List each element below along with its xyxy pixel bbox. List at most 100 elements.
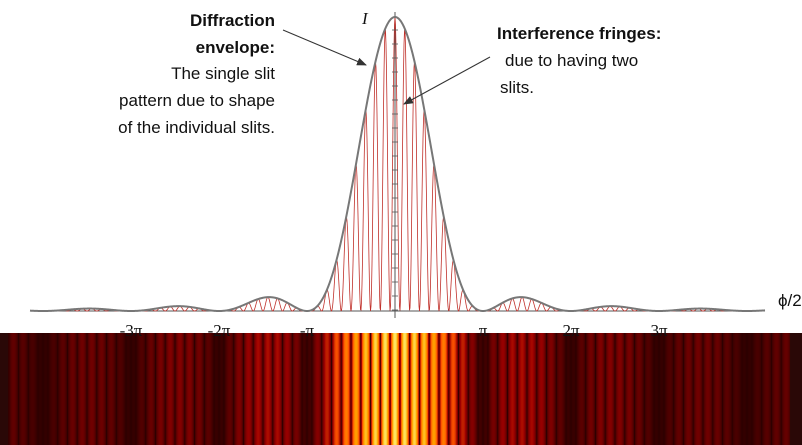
photo-column — [787, 333, 789, 445]
photo-column — [296, 333, 298, 445]
photo-column — [135, 333, 137, 445]
photo-column — [679, 333, 681, 445]
photo-column — [553, 333, 555, 445]
photo-column — [459, 333, 461, 445]
photo-column — [114, 333, 116, 445]
photo-column — [186, 333, 188, 445]
photo-column — [17, 333, 19, 445]
photo-column — [326, 333, 328, 445]
photo-column — [487, 333, 489, 445]
photo-column — [394, 333, 396, 445]
photo-column — [594, 333, 596, 445]
photo-column — [784, 333, 786, 445]
photo-column — [343, 333, 345, 445]
photo-column — [240, 333, 242, 445]
photo-column — [344, 333, 346, 445]
photo-column — [387, 333, 389, 445]
photo-column — [686, 333, 688, 445]
photo-column — [270, 333, 272, 445]
photo-column — [475, 333, 477, 445]
photo-column — [401, 333, 403, 445]
photo-column — [342, 333, 344, 445]
photo-column — [373, 333, 375, 445]
photo-column — [564, 333, 566, 445]
photo-column — [682, 333, 684, 445]
photo-column — [266, 333, 268, 445]
fringes-title: Interference fringes: — [497, 24, 661, 43]
photo-column — [768, 333, 770, 445]
photo-column — [552, 333, 554, 445]
photo-column — [162, 333, 164, 445]
photo-column — [249, 333, 251, 445]
photo-column — [478, 333, 480, 445]
photo-column — [126, 333, 128, 445]
photo-column — [776, 333, 778, 445]
fringes-text: slits. — [500, 78, 534, 97]
photo-column — [724, 333, 726, 445]
photo-column — [674, 333, 676, 445]
photo-column — [753, 333, 755, 445]
photo-column — [652, 333, 654, 445]
photo-column — [375, 333, 377, 445]
photo-column — [219, 333, 221, 445]
photo-column — [704, 333, 706, 445]
photo-column — [587, 333, 589, 445]
photo-column — [703, 333, 705, 445]
photo-column — [355, 333, 357, 445]
photo-column — [253, 333, 255, 445]
photo-column — [29, 333, 31, 445]
photo-column — [171, 333, 173, 445]
x-tick-label: -2π — [208, 321, 231, 340]
photo-column — [194, 333, 196, 445]
photo-column — [97, 333, 99, 445]
photo-column — [12, 333, 14, 445]
photo-column — [603, 333, 605, 445]
photo-column — [285, 333, 287, 445]
photo-column — [653, 333, 655, 445]
photo-column — [48, 333, 50, 445]
photo-column — [35, 333, 37, 445]
x-axis-label: ϕ/2 — [778, 291, 802, 310]
photo-column — [658, 333, 660, 445]
photo-column — [83, 333, 85, 445]
photo-column — [30, 333, 32, 445]
photo-column — [292, 333, 294, 445]
photo-column — [328, 333, 330, 445]
photo-column — [13, 333, 15, 445]
photo-column — [536, 333, 538, 445]
photo-column — [608, 333, 610, 445]
photo-column — [490, 333, 492, 445]
photo-column — [160, 333, 162, 445]
photo-column — [52, 333, 54, 445]
photo-column — [693, 333, 695, 445]
photo-column — [712, 333, 714, 445]
photo-column — [316, 333, 318, 445]
photo-column — [108, 333, 110, 445]
photo-column — [409, 333, 411, 445]
photo-column — [187, 333, 189, 445]
fringe-photo — [0, 333, 802, 445]
photo-column — [327, 333, 329, 445]
photo-column — [23, 333, 25, 445]
photo-column — [734, 333, 736, 445]
photo-column — [92, 333, 94, 445]
photo-column — [498, 333, 500, 445]
photo-column — [639, 333, 641, 445]
photo-column — [49, 333, 51, 445]
photo-column — [727, 333, 729, 445]
photo-column — [465, 333, 467, 445]
photo-column — [698, 333, 700, 445]
photo-column — [513, 333, 515, 445]
photo-column — [21, 333, 23, 445]
photo-column — [480, 333, 482, 445]
photo-column — [260, 333, 262, 445]
photo-column — [122, 333, 124, 445]
photo-column — [400, 333, 402, 445]
photo-column — [484, 333, 486, 445]
photo-column — [690, 333, 692, 445]
photo-column — [177, 333, 179, 445]
photo-column — [236, 333, 238, 445]
photo-column — [611, 333, 613, 445]
photo-column — [147, 333, 149, 445]
photo-column — [414, 333, 416, 445]
